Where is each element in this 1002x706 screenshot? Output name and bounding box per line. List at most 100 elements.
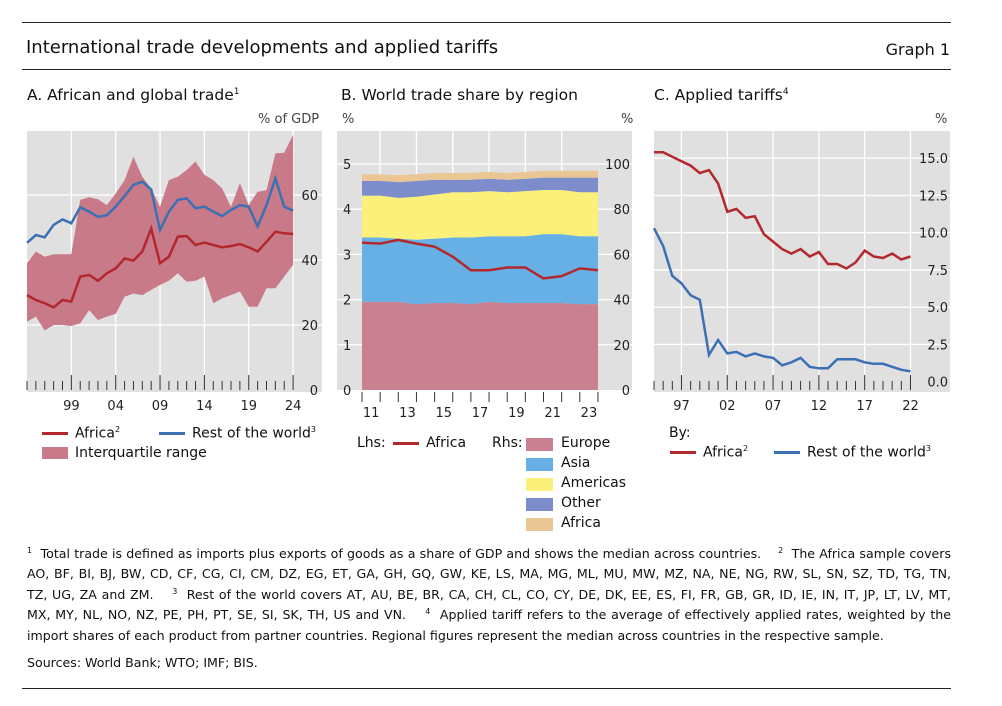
y-tick-label-right: 0: [622, 384, 630, 399]
footnote-4: Applied tariff refers to the average of …: [27, 607, 952, 643]
legend-c-africa: Africa2: [670, 444, 748, 461]
y-tick-label-right: 60: [613, 248, 630, 263]
rest-of-world-line: [26, 174, 294, 244]
x-tick-label: 97: [673, 399, 690, 414]
legend-line-blue: [774, 451, 800, 455]
legend-b-other: Other: [561, 495, 601, 511]
panel-b-unit-right: %: [621, 112, 634, 127]
x-tick-label: 17: [856, 399, 873, 414]
legend-swatch-africa: [526, 518, 553, 531]
legend-a-africa: Africa2: [42, 425, 120, 442]
panel-c-title-sup: 4: [782, 86, 789, 97]
x-tick-label: 07: [765, 399, 782, 414]
legend-swatch-europe: [526, 438, 553, 451]
legend-lhs-label: Lhs:: [357, 435, 386, 451]
legend-sup: 2: [742, 444, 749, 453]
x-tick-label: 11: [363, 406, 380, 421]
x-tick-label: 24: [285, 399, 302, 414]
x-tick-label: 15: [435, 406, 452, 421]
area-americas: [362, 190, 598, 240]
legend-b-rhs-label: Rhs:: [492, 435, 523, 451]
legend-label: Rest of the world: [192, 425, 311, 442]
y-tick-label: 60: [301, 189, 318, 204]
panel-a-title-text: A. African and global trade: [27, 86, 234, 104]
y-tick-label: 15.0: [919, 152, 948, 167]
x-tick-label: 23: [581, 406, 598, 421]
footnote-marker: 2: [778, 546, 784, 555]
title-rule: [22, 69, 951, 70]
x-tick-label: 13: [399, 406, 416, 421]
legend-line-blue: [159, 432, 185, 436]
footnote-2: The Africa sample covers AO, BF, BI, BJ,…: [27, 546, 952, 602]
y-tick-label: 0: [310, 384, 318, 399]
area-africa: [362, 170, 598, 183]
panel-a-title: A. African and global trade1: [27, 86, 240, 104]
legend-label: Africa: [426, 435, 467, 451]
panel-b-title: B. World trade share by region: [341, 86, 578, 104]
x-tick-label: 22: [902, 399, 919, 414]
area-europe: [362, 301, 598, 390]
legend-b-europe: Europe: [561, 435, 611, 451]
legend-b-asia: Asia: [561, 455, 591, 471]
y-tick-label-left: 3: [343, 248, 351, 263]
legend-sup: 3: [925, 444, 931, 453]
africa-line: [26, 224, 294, 309]
legend-c-by: By:: [669, 425, 691, 441]
x-tick-label: 12: [811, 399, 828, 414]
legend-line-red: [393, 441, 420, 445]
top-rule: [22, 22, 951, 23]
y-tick-label-left: 0: [343, 384, 351, 399]
legend-b-americas: Americas: [561, 475, 627, 491]
y-tick-label-left: 5: [343, 158, 351, 173]
footnote-marker: 3: [172, 586, 178, 596]
panel-c-unit: %: [935, 112, 948, 127]
y-tick-label-right: 80: [613, 203, 630, 218]
x-tick-label: 19: [508, 406, 525, 421]
y-tick-label: 0.0: [927, 376, 948, 391]
x-tick-label: 99: [63, 399, 80, 414]
panel-c-plot-background: [654, 131, 950, 392]
footnotes: 1 Total trade is defined as imports plus…: [27, 544, 951, 646]
y-tick-label: 10.0: [919, 227, 948, 242]
legend-a-iqr: Interquartile range: [42, 445, 207, 461]
panel-b-unit-left: %: [342, 112, 355, 127]
panel-c-title-text: C. Applied tariffs: [654, 86, 783, 104]
legend-c-row: Rest of the world3: [774, 444, 931, 461]
x-tick-label: 19: [240, 399, 257, 414]
x-tick-label: 17: [472, 406, 489, 421]
graph-title: International trade developments and app…: [26, 37, 499, 58]
graph-number: Graph 1: [885, 40, 950, 59]
footnote-3: Rest of the world covers AT, AU, BE, BR,…: [27, 586, 951, 623]
x-tick-label: 04: [107, 399, 124, 414]
x-tick-label: 09: [152, 399, 169, 414]
footnote-marker: 1: [27, 546, 33, 555]
legend-sup: 2: [114, 425, 121, 434]
panel-a-title-sup: 1: [233, 86, 240, 97]
legend-b-lhs: Lhs: Africa: [357, 435, 466, 451]
africa-line: [654, 150, 911, 270]
bottom-rule: [22, 688, 951, 689]
legend-a-row: Rest of the world3: [159, 425, 316, 442]
y-tick-label-right: 40: [613, 294, 630, 309]
y-tick-label-left: 1: [343, 339, 351, 354]
legend-swatch-asia: [526, 458, 553, 471]
legend-line-red: [42, 432, 68, 436]
x-tick-label: 02: [719, 399, 736, 414]
y-tick-label: 40: [301, 254, 318, 269]
legend-swatch-other: [526, 498, 553, 511]
y-tick-label-left: 2: [343, 294, 351, 309]
legend-label: Africa: [703, 444, 743, 461]
footnote-1: Total trade is defined as imports plus e…: [40, 546, 762, 561]
legend-b-africa: Africa: [561, 515, 601, 531]
y-tick-label-right: 100: [605, 158, 630, 173]
panel-a-unit: % of GDP: [258, 112, 320, 127]
y-tick-label: 12.5: [919, 189, 948, 204]
legend-label: Interquartile range: [75, 445, 207, 461]
y-tick-label-right: 20: [613, 339, 630, 354]
legend-line-red: [670, 451, 696, 455]
legend-label: Rest of the world: [807, 444, 926, 461]
y-tick-label: 20: [301, 319, 318, 334]
sources: Sources: World Bank; WTO; IMF; BIS.: [27, 655, 258, 670]
